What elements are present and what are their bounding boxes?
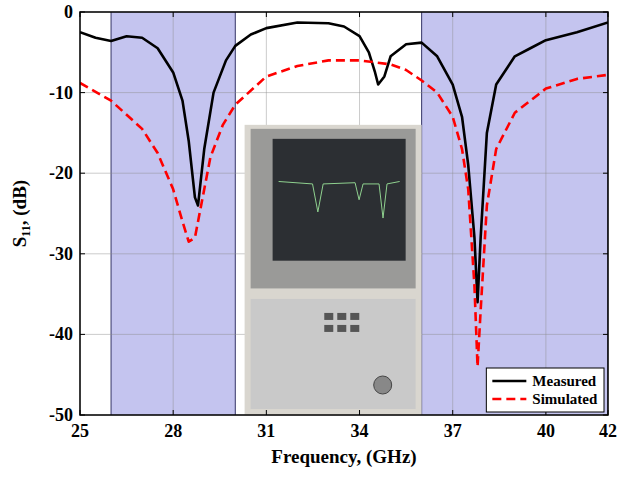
series-lines bbox=[80, 22, 608, 366]
y-tick bbox=[603, 334, 608, 335]
inset-background bbox=[245, 125, 422, 415]
x-tick-label: 40 bbox=[537, 421, 555, 441]
chart: 25 28 31 34 37 40 42 -50 -40 -30 -20 -10 0 Frequency,… bbox=[0, 0, 630, 486]
x-tick bbox=[266, 12, 267, 17]
y-tick bbox=[603, 173, 608, 174]
inset-button bbox=[350, 313, 359, 320]
inset-connector bbox=[374, 376, 392, 394]
y-tick-label: -50 bbox=[49, 405, 73, 425]
x-tick-label: 37 bbox=[444, 421, 462, 441]
y-axis-title: S₁₁, (dB) bbox=[9, 180, 31, 247]
inset-button bbox=[350, 325, 359, 332]
x-tick bbox=[80, 410, 81, 415]
legend-label: Simulated bbox=[532, 391, 598, 407]
x-tick bbox=[359, 410, 360, 415]
inset-button bbox=[324, 313, 333, 320]
grid-line bbox=[80, 92, 608, 93]
shaded-band bbox=[422, 12, 608, 415]
x-tick bbox=[452, 410, 453, 415]
inset-button bbox=[324, 325, 333, 332]
y-tick bbox=[603, 253, 608, 254]
y-tick bbox=[80, 415, 85, 416]
x-tick bbox=[545, 12, 546, 17]
x-tick-label: 31 bbox=[257, 421, 275, 441]
axes: 25 28 31 34 37 40 42 -50 -40 -30 -20 -10 0 bbox=[49, 2, 617, 441]
x-tick bbox=[452, 12, 453, 17]
y-tick-label: -10 bbox=[49, 83, 73, 103]
x-axis-title: Frequency, (GHz) bbox=[271, 446, 416, 468]
x-tick bbox=[266, 410, 267, 415]
inset-device bbox=[251, 129, 416, 289]
y-tick bbox=[603, 415, 608, 416]
bands bbox=[111, 12, 608, 415]
inset-button bbox=[337, 325, 346, 332]
x-tick-label: 25 bbox=[71, 421, 89, 441]
x-tick bbox=[173, 410, 174, 415]
plot-frame bbox=[80, 12, 608, 415]
y-tick-label: -30 bbox=[49, 244, 73, 264]
plot-area bbox=[80, 12, 608, 415]
x-tick bbox=[359, 12, 360, 17]
series-line bbox=[80, 22, 608, 302]
band-edge bbox=[111, 12, 112, 415]
x-tick bbox=[173, 12, 174, 17]
legend-box bbox=[486, 368, 604, 412]
y-tick-label: 0 bbox=[64, 2, 73, 22]
x-tick-label: 28 bbox=[164, 421, 182, 441]
x-tick-label: 42 bbox=[599, 421, 617, 441]
x-tick bbox=[80, 12, 81, 17]
y-tick-label: -40 bbox=[49, 324, 73, 344]
grid-line bbox=[545, 12, 546, 415]
y-tick bbox=[80, 173, 85, 174]
grid bbox=[80, 12, 608, 415]
x-tick bbox=[608, 12, 609, 17]
legend-swatch bbox=[492, 398, 526, 401]
inset-button bbox=[337, 313, 346, 320]
y-tick bbox=[80, 253, 85, 254]
legend: Measured Simulated bbox=[486, 368, 604, 412]
inset-screen bbox=[273, 139, 406, 261]
inset-photo bbox=[245, 125, 422, 415]
x-tick-label: 34 bbox=[351, 421, 369, 441]
legend-label: Measured bbox=[532, 373, 597, 389]
y-tick bbox=[80, 92, 85, 93]
band-edge bbox=[235, 12, 236, 415]
grid-line bbox=[452, 12, 453, 415]
y-tick bbox=[603, 92, 608, 93]
inset-panel bbox=[251, 299, 416, 409]
y-tick bbox=[80, 12, 85, 13]
y-tick-label: -20 bbox=[49, 163, 73, 183]
inset-screen-trace bbox=[279, 181, 400, 218]
y-tick bbox=[603, 12, 608, 13]
y-tick bbox=[80, 334, 85, 335]
legend-swatch bbox=[492, 380, 526, 383]
x-tick bbox=[608, 410, 609, 415]
